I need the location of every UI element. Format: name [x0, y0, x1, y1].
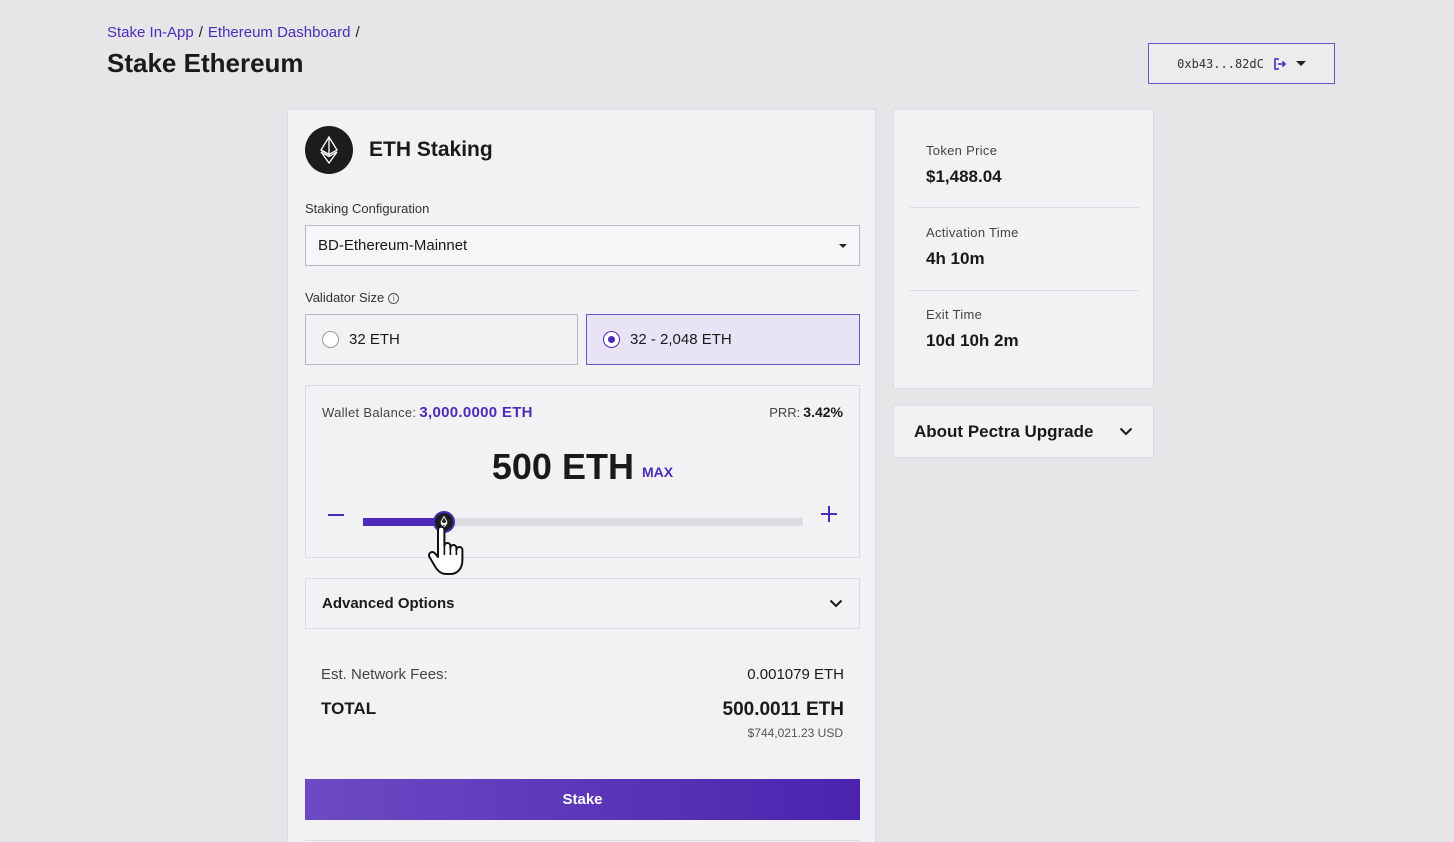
breadcrumb-separator: / [198, 24, 203, 41]
prr-label: PRR: [769, 405, 801, 420]
ethereum-logo-icon [305, 126, 353, 174]
wallet-balance: Wallet Balance: 3,000.0000 ETH [322, 404, 533, 421]
network-fee-value: 0.001079 ETH [747, 666, 844, 683]
card-title: ETH Staking [369, 138, 493, 161]
amount-slider-track[interactable] [363, 511, 803, 533]
wallet-balance-value: 3,000.0000 ETH [419, 404, 533, 421]
advanced-options-label: Advanced Options [322, 595, 455, 612]
stat-label: Activation Time [926, 225, 1019, 240]
prr-value: 3.42% [803, 404, 843, 420]
stat-label: Token Price [926, 143, 998, 158]
page-title: Stake Ethereum [107, 48, 304, 78]
divider [305, 840, 860, 841]
total-usd: $744,021.23 USD [747, 726, 843, 740]
wallet-balance-label: Wallet Balance: [322, 405, 417, 420]
radio-button[interactable] [322, 331, 339, 348]
total-row: TOTAL 500.0011 ETH [321, 699, 844, 721]
network-fee-label: Est. Network Fees: [321, 666, 448, 683]
breadcrumb: Stake In-App / Ethereum Dashboard / [107, 24, 365, 41]
staking-config-select[interactable]: BD-Ethereum-Mainnet [305, 225, 860, 266]
validator-size-label: Validator Size i [305, 290, 400, 305]
about-pectra-upgrade-toggle[interactable]: About Pectra Upgrade [893, 405, 1154, 458]
stats-card: Token Price $1,488.04 Activation Time 4h… [893, 109, 1154, 389]
amount-panel: Wallet Balance: 3,000.0000 ETH PRR: 3.42% … [305, 385, 860, 558]
staking-card: ETH Staking Staking Configuration BD-Eth… [287, 109, 876, 842]
disconnect-icon[interactable] [1274, 57, 1286, 70]
staking-config-value: BD-Ethereum-Mainnet [318, 237, 468, 254]
about-pectra-upgrade-label: About Pectra Upgrade [914, 421, 1094, 441]
divider [910, 207, 1139, 208]
card-header: ETH Staking [305, 126, 493, 174]
stake-button[interactable]: Stake [305, 779, 860, 820]
stat-exit-time: Exit Time 10d 10h 2m [926, 307, 1019, 351]
max-button[interactable]: MAX [641, 464, 674, 480]
amount-slider-fill [363, 518, 444, 526]
advanced-options-toggle[interactable]: Advanced Options [305, 578, 860, 629]
validator-option-label: 32 - 2,048 ETH [630, 331, 732, 348]
stat-value: $1,488.04 [926, 167, 1002, 186]
stake-amount-value: 500 ETH [491, 446, 634, 487]
wallet-address-button[interactable]: 0xb43...82dC [1148, 43, 1335, 84]
breadcrumb-ethereum-dashboard[interactable]: Ethereum Dashboard [207, 24, 351, 41]
validator-size-text: Validator Size [305, 290, 385, 305]
validator-option-label: 32 ETH [349, 331, 400, 348]
breadcrumb-stake-in-app[interactable]: Stake In-App [107, 24, 194, 41]
validator-option-32[interactable]: 32 ETH [305, 314, 578, 365]
chevron-down-icon [1119, 427, 1133, 436]
decrease-button[interactable] [328, 514, 344, 516]
validator-option-32-2048[interactable]: 32 - 2,048 ETH [586, 314, 860, 365]
hand-pointer-icon [428, 526, 464, 575]
stat-value: 10d 10h 2m [926, 331, 1019, 350]
staking-config-label: Staking Configuration [305, 201, 430, 216]
network-fee-row: Est. Network Fees: 0.001079 ETH [321, 666, 844, 683]
stat-label: Exit Time [926, 307, 983, 322]
radio-dot [608, 336, 615, 343]
prr: PRR: 3.42% [769, 404, 843, 420]
info-icon[interactable]: i [388, 293, 400, 305]
total-value: 500.0011 ETH [722, 699, 844, 720]
stat-value: 4h 10m [926, 249, 985, 268]
stat-activation-time: Activation Time 4h 10m [926, 225, 1019, 269]
breadcrumb-separator: / [355, 24, 360, 41]
chevron-down-icon [829, 599, 843, 608]
chevron-down-icon [1295, 61, 1306, 66]
increase-button[interactable] [821, 506, 837, 522]
chevron-down-icon [839, 243, 847, 248]
stake-amount: 500 ETH MAX [306, 446, 859, 488]
total-label: TOTAL [321, 699, 377, 718]
stat-token-price: Token Price $1,488.04 [926, 143, 1002, 187]
radio-button-selected[interactable] [603, 331, 620, 348]
wallet-address: 0xb43...82dC [1177, 56, 1264, 71]
divider [910, 290, 1139, 291]
